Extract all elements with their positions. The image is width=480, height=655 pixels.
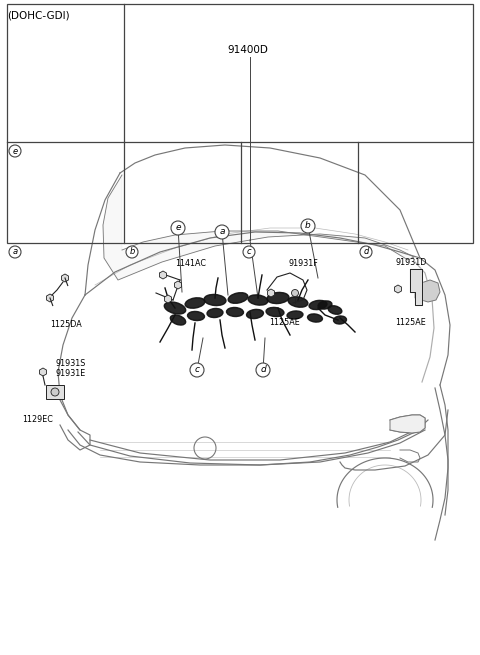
- Text: a: a: [12, 248, 18, 257]
- Text: c: c: [194, 365, 200, 375]
- Circle shape: [256, 363, 270, 377]
- Polygon shape: [390, 415, 425, 433]
- Text: c: c: [247, 248, 252, 257]
- Ellipse shape: [164, 302, 186, 314]
- Text: 1129EC: 1129EC: [22, 415, 53, 424]
- Ellipse shape: [247, 309, 264, 318]
- Ellipse shape: [309, 301, 327, 310]
- Ellipse shape: [318, 301, 332, 309]
- Ellipse shape: [185, 298, 205, 309]
- Polygon shape: [267, 289, 275, 297]
- Text: 1141AC: 1141AC: [175, 259, 206, 268]
- Circle shape: [215, 225, 229, 239]
- Circle shape: [171, 221, 185, 235]
- Text: 1125AE: 1125AE: [395, 318, 426, 327]
- Text: (DOHC-GDI): (DOHC-GDI): [7, 11, 70, 21]
- Circle shape: [9, 145, 21, 157]
- Ellipse shape: [228, 293, 248, 303]
- Text: 91400D: 91400D: [228, 45, 268, 55]
- Circle shape: [291, 290, 299, 297]
- Text: d: d: [363, 248, 369, 257]
- Text: d: d: [260, 365, 266, 375]
- Bar: [46, 385, 64, 399]
- Text: e: e: [175, 223, 181, 233]
- Polygon shape: [410, 269, 422, 305]
- Text: b: b: [305, 221, 311, 231]
- Polygon shape: [103, 175, 414, 280]
- Polygon shape: [395, 285, 401, 293]
- Circle shape: [126, 246, 138, 258]
- Circle shape: [360, 246, 372, 258]
- Text: 91931F: 91931F: [288, 259, 318, 268]
- Polygon shape: [47, 294, 53, 302]
- Polygon shape: [61, 274, 69, 282]
- Polygon shape: [159, 271, 167, 279]
- Circle shape: [51, 388, 59, 396]
- Circle shape: [9, 246, 21, 258]
- Text: b: b: [129, 248, 135, 257]
- Ellipse shape: [267, 292, 289, 303]
- Ellipse shape: [288, 297, 308, 307]
- Polygon shape: [165, 295, 171, 303]
- Text: 1125AE: 1125AE: [270, 318, 300, 327]
- Circle shape: [190, 363, 204, 377]
- Text: 91931S: 91931S: [55, 359, 85, 368]
- Text: a: a: [219, 227, 225, 236]
- Ellipse shape: [308, 314, 323, 322]
- Ellipse shape: [334, 316, 347, 324]
- Text: e: e: [12, 147, 18, 155]
- Ellipse shape: [266, 307, 284, 316]
- Polygon shape: [415, 280, 440, 302]
- Ellipse shape: [204, 295, 226, 306]
- Ellipse shape: [328, 306, 342, 314]
- Polygon shape: [175, 281, 181, 289]
- Text: 91931D: 91931D: [395, 258, 426, 267]
- Text: 91931E: 91931E: [55, 369, 85, 378]
- Ellipse shape: [227, 307, 243, 316]
- Polygon shape: [39, 368, 47, 376]
- Ellipse shape: [287, 311, 303, 319]
- Ellipse shape: [207, 309, 223, 318]
- Ellipse shape: [248, 295, 268, 305]
- Circle shape: [301, 219, 315, 233]
- Text: 1125DA: 1125DA: [50, 320, 82, 329]
- Ellipse shape: [188, 312, 204, 320]
- Circle shape: [243, 246, 255, 258]
- Ellipse shape: [170, 315, 186, 325]
- Bar: [7, 4, 473, 243]
